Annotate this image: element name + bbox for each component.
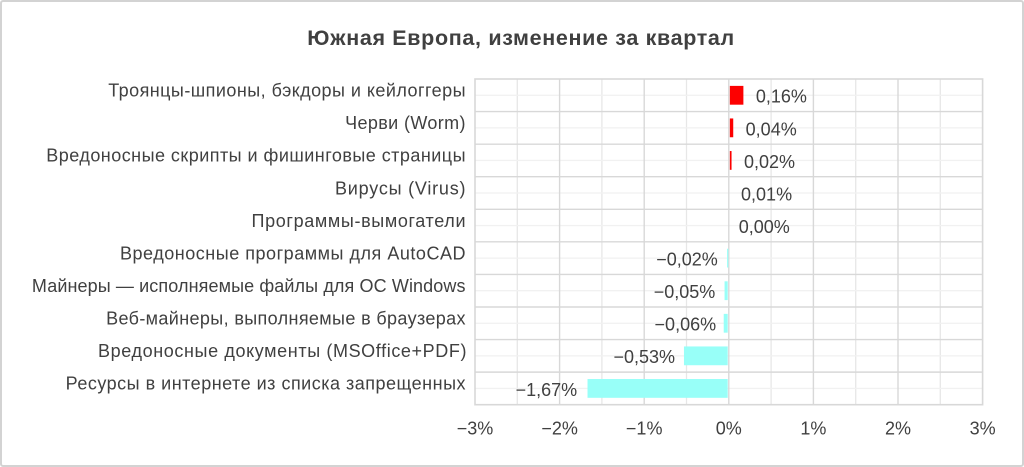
svg-text:0,02%: 0,02% bbox=[744, 152, 795, 172]
svg-text:Вирусы (Virus): Вирусы (Virus) bbox=[335, 178, 466, 198]
svg-text:−0,02%: −0,02% bbox=[656, 250, 718, 270]
svg-text:−1,67%: −1,67% bbox=[516, 380, 578, 400]
svg-text:0,16%: 0,16% bbox=[756, 87, 807, 107]
svg-text:2%: 2% bbox=[885, 419, 911, 439]
svg-text:−0,06%: −0,06% bbox=[655, 315, 717, 335]
svg-text:−0,05%: −0,05% bbox=[654, 282, 716, 302]
svg-text:0,00%: 0,00% bbox=[739, 217, 790, 237]
svg-text:−1%: −1% bbox=[626, 419, 663, 439]
svg-text:Программы-вымогатели: Программы-вымогатели bbox=[252, 211, 466, 231]
svg-text:Майнеры — исполняемые файлы дл: Майнеры — исполняемые файлы для ОС Windo… bbox=[32, 276, 466, 296]
svg-text:−2%: −2% bbox=[541, 419, 578, 439]
svg-text:Ресурсы в интернете из списка: Ресурсы в интернете из списка запрещенны… bbox=[66, 374, 466, 394]
svg-text:Вредоносные документы (MSOffic: Вредоносные документы (MSOffice+PDF) bbox=[98, 341, 467, 361]
svg-text:1%: 1% bbox=[800, 419, 826, 439]
svg-text:Троянцы-шпионы, бэкдоры и кейл: Троянцы-шпионы, бэкдоры и кейлоггеры bbox=[108, 81, 465, 101]
svg-text:Южная Европа, изменение за ква: Южная Европа, изменение за квартал bbox=[307, 26, 734, 50]
svg-text:−3%: −3% bbox=[457, 419, 494, 439]
svg-text:Вредоносные скрипты и фишингов: Вредоносные скрипты и фишинговые страниц… bbox=[46, 146, 465, 166]
svg-text:0%: 0% bbox=[716, 419, 742, 439]
svg-text:Вредоносные программы для Auto: Вредоносные программы для AutoCAD bbox=[120, 243, 466, 263]
svg-text:0,01%: 0,01% bbox=[741, 184, 792, 204]
svg-text:Черви (Worm): Черви (Worm) bbox=[345, 113, 465, 133]
svg-text:3%: 3% bbox=[970, 419, 996, 439]
svg-text:0,04%: 0,04% bbox=[746, 119, 797, 139]
svg-text:Веб-майнеры, выполняемые в бра: Веб-майнеры, выполняемые в браузерах bbox=[106, 309, 465, 329]
svg-text:−0,53%: −0,53% bbox=[613, 347, 675, 367]
